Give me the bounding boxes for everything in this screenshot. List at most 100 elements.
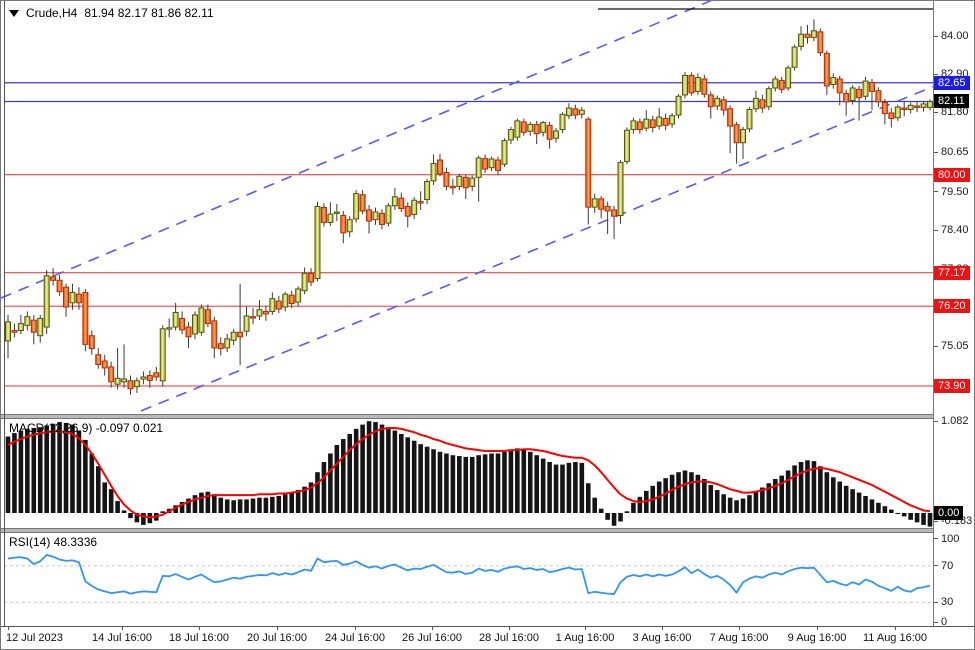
bull-candle bbox=[69, 291, 76, 304]
price-badge: 82.65 bbox=[934, 75, 970, 90]
macd-bar bbox=[282, 494, 288, 513]
macd-bar bbox=[547, 462, 552, 513]
macd-bar bbox=[444, 453, 449, 513]
bear-candle bbox=[533, 123, 540, 135]
bull-candle bbox=[565, 107, 572, 117]
macd-bar bbox=[457, 456, 462, 513]
price-tick-label: 80.65 bbox=[934, 146, 969, 159]
price-axis[interactable]: 84.0082.9081.8080.6579.5078.4077.2875.05… bbox=[934, 1, 974, 628]
rsi-pane[interactable] bbox=[1, 533, 934, 626]
bull-candle bbox=[617, 161, 624, 216]
bear-candle bbox=[495, 159, 502, 171]
price-tick-label: 81.80 bbox=[934, 106, 969, 119]
axis-tick-text: 80.65 bbox=[941, 146, 969, 159]
macd-bar bbox=[830, 477, 836, 513]
macd-bar bbox=[289, 492, 294, 513]
macd-bar bbox=[334, 445, 340, 513]
macd-bar bbox=[527, 451, 533, 513]
macd-bar bbox=[231, 500, 236, 513]
time-tick-mark bbox=[509, 626, 510, 630]
bear-candle bbox=[759, 99, 766, 109]
axis-tick-text: 1.082 bbox=[941, 415, 969, 428]
time-axis[interactable]: 12 Jul 2023 14 Jul 16:00 18 Jul 16:00 20 Ju… bbox=[1, 626, 974, 649]
macd-bar bbox=[50, 423, 56, 513]
price-tick-label: 75.05 bbox=[934, 340, 969, 353]
axis-tick-mark bbox=[934, 191, 938, 193]
macd-bar bbox=[315, 472, 320, 513]
price-tick-label: 79.50 bbox=[934, 185, 969, 198]
price-level-lines bbox=[4, 82, 934, 387]
bull-candle bbox=[862, 80, 869, 97]
macd-bar bbox=[798, 462, 804, 513]
bear-candle bbox=[211, 320, 218, 349]
bear-candle bbox=[888, 112, 895, 119]
axis-tick-text: 100 bbox=[941, 532, 960, 545]
macd-bar bbox=[579, 462, 585, 513]
macd-bar bbox=[714, 490, 720, 513]
bull-candle bbox=[43, 275, 50, 328]
bear-candle bbox=[449, 185, 456, 189]
bull-candle bbox=[514, 120, 521, 138]
bull-candle bbox=[926, 100, 933, 108]
macd-bar bbox=[515, 448, 520, 513]
axis-tick-text: 70 bbox=[941, 559, 954, 572]
axis-tick-text: 81.80 bbox=[941, 106, 969, 119]
macd-bar bbox=[495, 453, 501, 513]
macd-bar bbox=[682, 470, 688, 513]
bear-candle bbox=[843, 93, 850, 103]
axis-tick-mark bbox=[934, 565, 938, 567]
time-axis-label: 28 Jul 16:00 bbox=[479, 632, 539, 644]
bear-candle bbox=[778, 79, 785, 90]
macd-bar bbox=[779, 475, 784, 513]
bull-candle bbox=[372, 211, 379, 221]
macd-bar bbox=[76, 430, 82, 513]
macd-bar bbox=[121, 510, 127, 513]
macd-bar bbox=[44, 425, 49, 513]
bull-candle bbox=[623, 129, 630, 162]
bull-candle bbox=[830, 77, 837, 86]
macd-bar bbox=[186, 498, 191, 513]
price-badge: 82.11 bbox=[934, 94, 969, 109]
macd-bar bbox=[469, 456, 475, 513]
macd-bar bbox=[837, 481, 843, 513]
bear-candle bbox=[217, 343, 224, 350]
bear-candle bbox=[836, 78, 843, 94]
bear-candle bbox=[817, 31, 824, 54]
time-axis-label: 26 Jul 16:00 bbox=[402, 632, 462, 644]
bear-candle bbox=[185, 326, 192, 338]
bear-candle bbox=[50, 276, 57, 281]
rsi-axis-label: 30 bbox=[934, 596, 953, 609]
axis-tick-text: 0 bbox=[941, 616, 948, 628]
bear-candle bbox=[179, 317, 186, 331]
bull-candle bbox=[224, 338, 231, 349]
pane-separator[interactable] bbox=[1, 528, 974, 533]
bear-candle bbox=[720, 99, 727, 111]
axis-tick-mark bbox=[934, 601, 938, 603]
time-tick-mark bbox=[662, 626, 663, 630]
macd-bar bbox=[856, 492, 862, 513]
bear-candle bbox=[237, 331, 244, 338]
macd-bar bbox=[405, 437, 411, 513]
macd-bar bbox=[631, 502, 636, 513]
macd-bar bbox=[792, 465, 797, 513]
bear-candle bbox=[875, 90, 882, 103]
macd-bar bbox=[398, 433, 404, 513]
bull-candle bbox=[198, 307, 205, 333]
chart-frame-left bbox=[4, 1, 5, 626]
macd-bar bbox=[843, 485, 849, 513]
symbol-dropdown-icon[interactable] bbox=[9, 9, 19, 17]
bull-candle bbox=[314, 205, 321, 280]
bull-candle bbox=[114, 377, 121, 385]
bear-candle bbox=[11, 330, 18, 333]
bull-candle bbox=[475, 157, 482, 178]
main-chart-pane[interactable] bbox=[1, 1, 934, 414]
macd-pane[interactable] bbox=[1, 419, 934, 528]
macd-bar bbox=[663, 478, 668, 513]
time-axis-label: 11 Aug 16:00 bbox=[862, 632, 928, 644]
macd-bar bbox=[463, 456, 469, 513]
pane-separator[interactable] bbox=[1, 414, 974, 419]
bull-candle bbox=[37, 317, 44, 337]
bull-candle bbox=[140, 376, 147, 380]
bull-candle bbox=[752, 97, 759, 110]
macd-bar bbox=[83, 439, 88, 513]
